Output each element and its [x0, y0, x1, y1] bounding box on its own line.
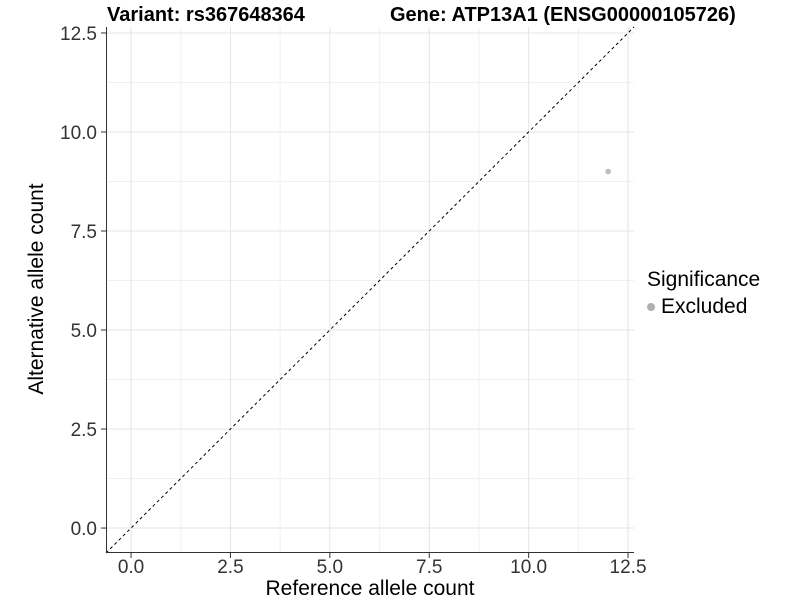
y-tick-label: 0.0	[71, 519, 97, 540]
y-axis-title: Alternative allele count	[25, 183, 48, 395]
variant-title: Variant: rs367648364	[107, 4, 305, 26]
legend-point-icon	[647, 303, 655, 311]
gene-title: Gene: ATP13A1 (ENSG00000105726)	[390, 4, 736, 26]
y-tick-label: 7.5	[71, 222, 97, 243]
x-tick-label: 5.0	[317, 557, 343, 578]
legend-title: Significance	[647, 268, 761, 291]
legend: Significance Excluded	[647, 268, 760, 319]
data-point	[605, 168, 611, 175]
legend-item-excluded: Excluded	[647, 295, 760, 319]
y-tick-label: 12.5	[60, 24, 97, 45]
plot-panel: 0.0 2.5 5.0 7.5 10.0 12.5 0.0 2.5 5.0 7.5 10.0 12.5	[60, 24, 647, 578]
x-tick-label: 0.0	[118, 557, 144, 578]
identity-reference-line	[105, 26, 635, 554]
x-tick-label: 7.5	[416, 557, 442, 578]
y-tick-label: 2.5	[71, 420, 97, 441]
legend-item-label: Excluded	[661, 295, 748, 318]
y-tick-label: 5.0	[71, 321, 97, 342]
x-tick-label: 10.0	[510, 557, 547, 578]
x-tick-label: 2.5	[217, 557, 243, 578]
x-tick-label: 12.5	[610, 557, 647, 578]
x-axis-title: Reference allele count	[265, 577, 475, 600]
y-tick-label: 10.0	[60, 123, 97, 144]
